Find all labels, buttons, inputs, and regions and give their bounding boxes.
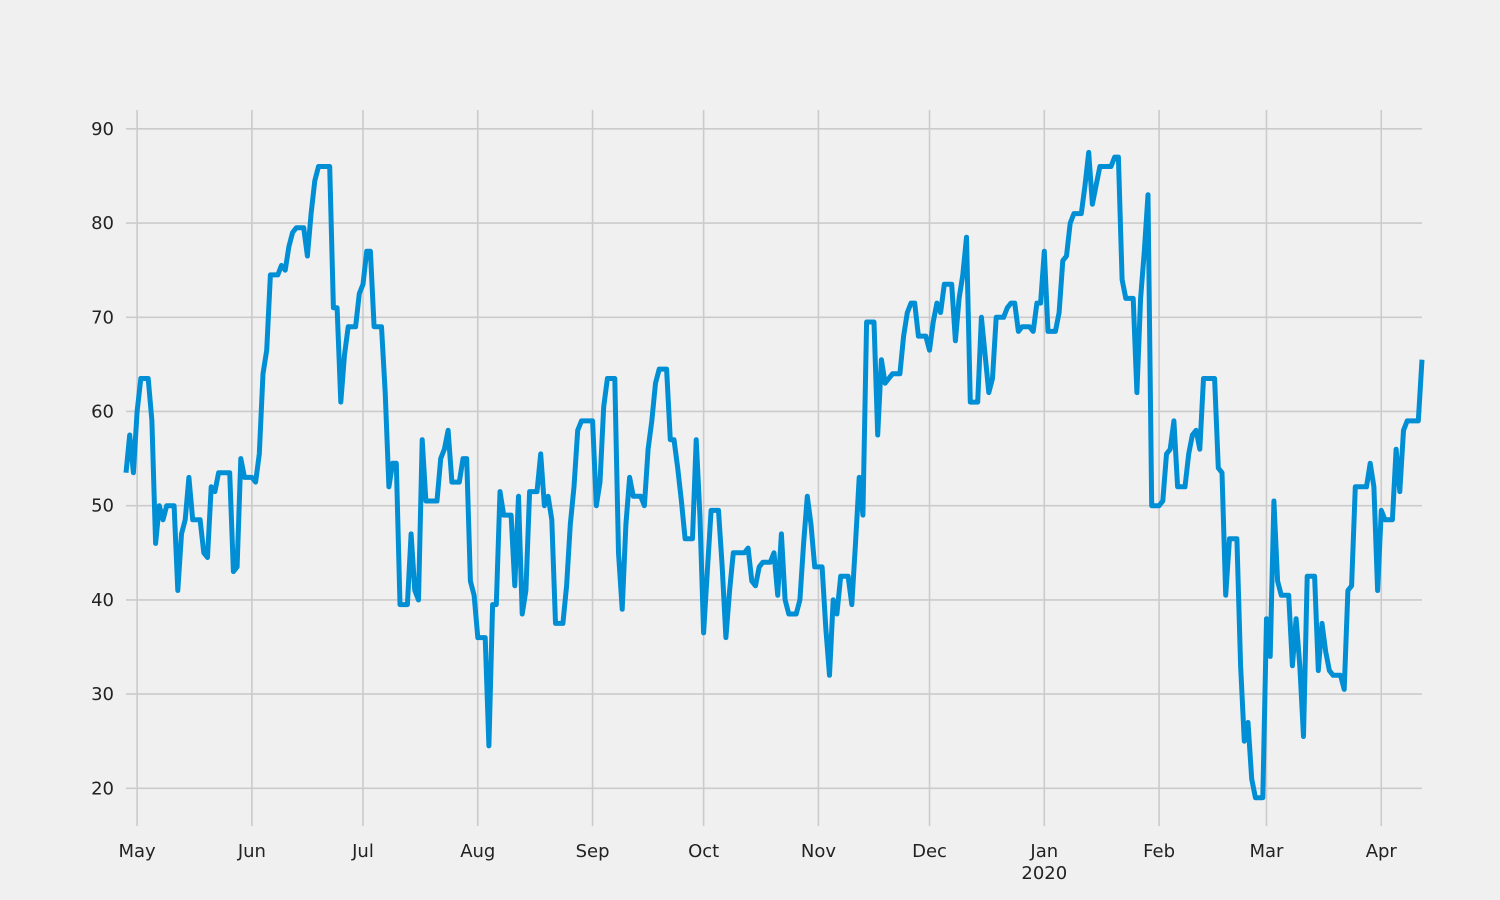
y-tick-label: 40 (91, 590, 114, 611)
x-tick-label: Aug (460, 841, 495, 862)
x-tick-label: Jun (237, 841, 266, 862)
y-tick-label: 80 (91, 213, 114, 234)
x-tick-label: Sep (576, 841, 610, 862)
x-tick-label: Nov (801, 841, 836, 862)
y-tick-label: 90 (91, 119, 114, 140)
y-tick-label: 50 (91, 496, 114, 517)
x-tick-label: Dec (912, 841, 947, 862)
x-tick-label: May (118, 841, 156, 862)
x-tick-sublabel: 2020 (1021, 863, 1067, 884)
y-tick-label: 60 (91, 401, 114, 422)
x-tick-label: Feb (1143, 841, 1175, 862)
x-tick-label: Jul (351, 841, 374, 862)
x-tick-label: Mar (1249, 841, 1284, 862)
x-tick-label: Jan (1029, 841, 1058, 862)
y-tick-label: 20 (91, 778, 114, 799)
x-tick-label: Apr (1366, 841, 1398, 862)
y-tick-label: 30 (91, 684, 114, 705)
x-tick-label: Oct (688, 841, 719, 862)
y-tick-label: 70 (91, 307, 114, 328)
